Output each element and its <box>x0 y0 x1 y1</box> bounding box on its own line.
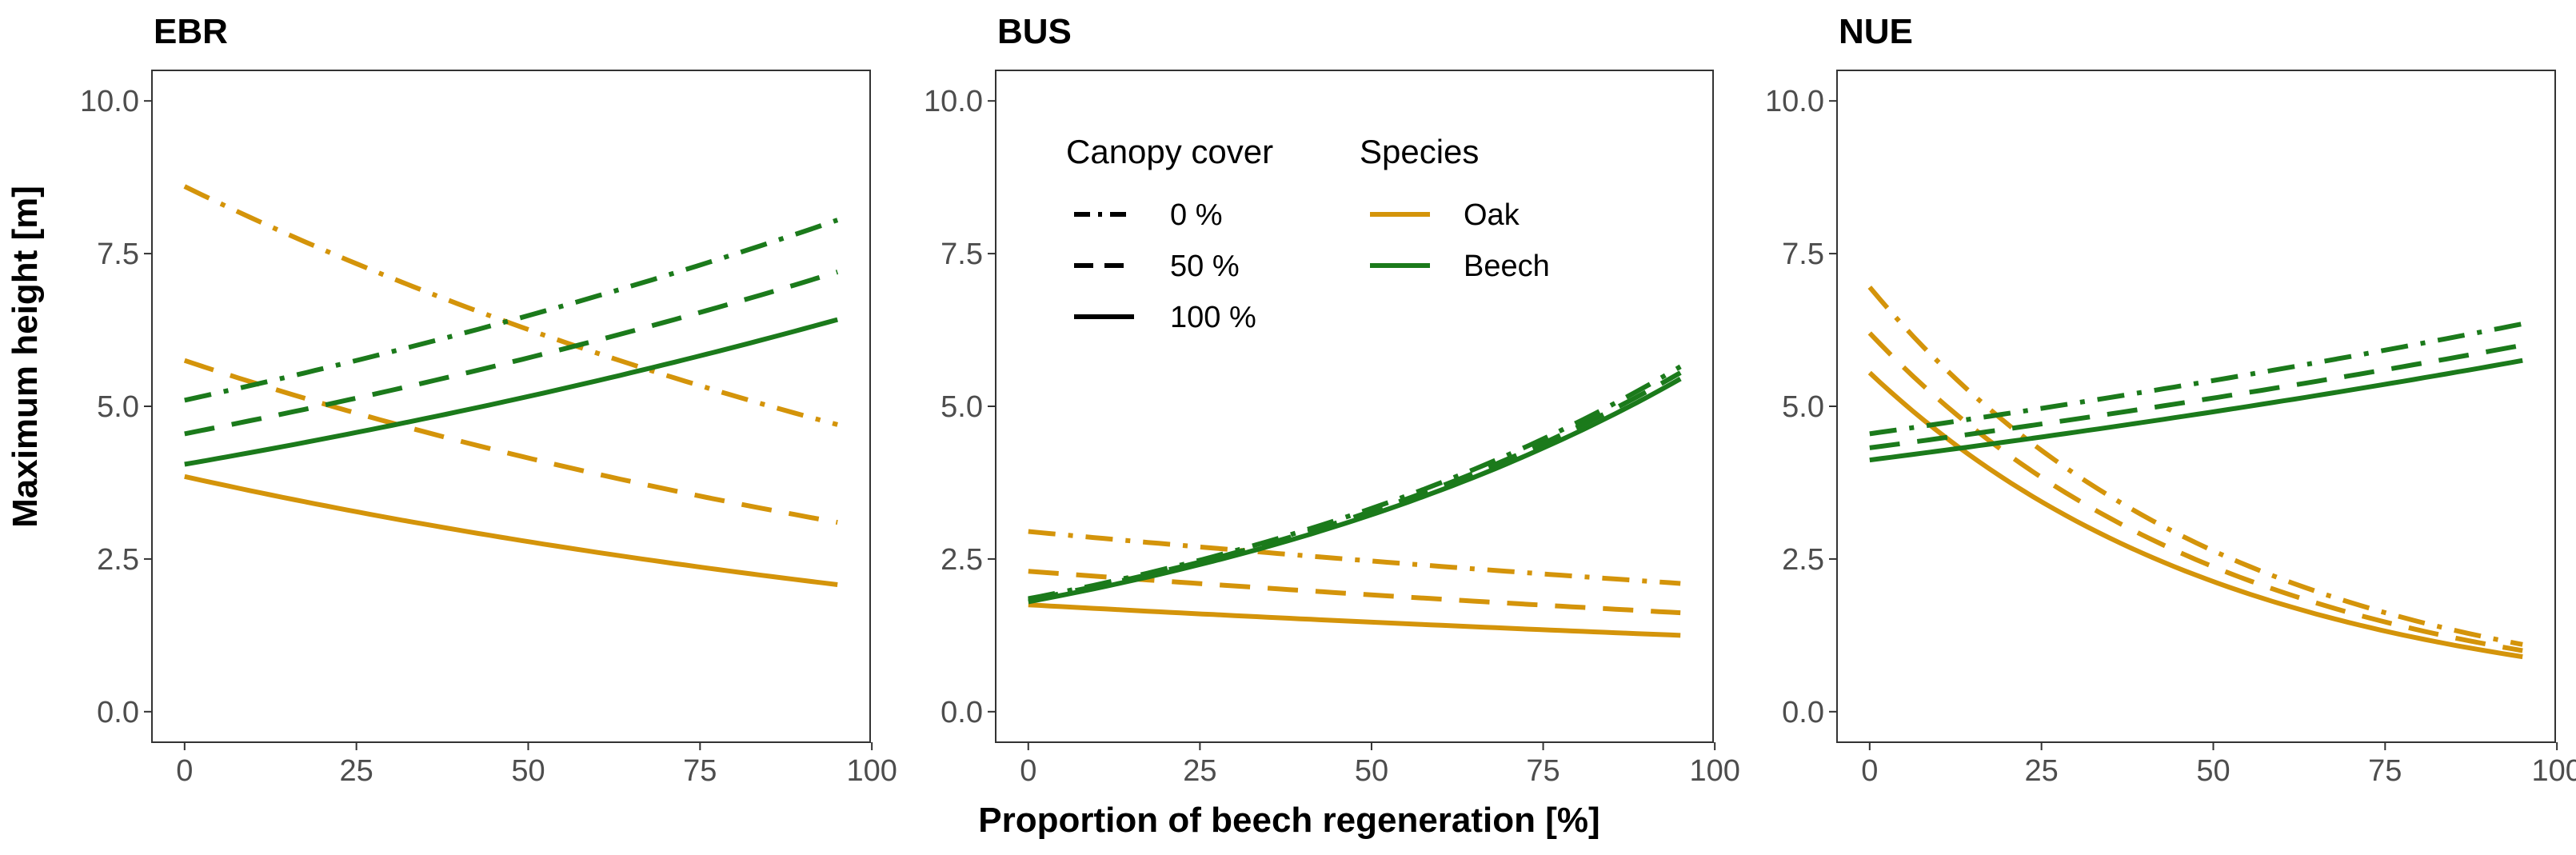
x-tick-label: 50 <box>511 754 545 788</box>
series-line-beech-0pct <box>184 218 839 403</box>
x-axis-title: Proportion of beech regeneration [%] <box>978 801 1600 840</box>
y-tick-label: 2.5 <box>941 543 983 577</box>
y-tick-label: 10.0 <box>80 85 139 118</box>
y-tick-label: 2.5 <box>1782 543 1824 577</box>
x-tick-label: 75 <box>683 754 717 788</box>
x-tick-label: 75 <box>2368 754 2402 788</box>
x-tick-label: 25 <box>1183 754 1216 788</box>
y-tick-label: 0.0 <box>97 696 139 729</box>
panel-nue: NUE 0.0 2.5 5.0 7.5 10.0 0 25 50 75 100 <box>1765 12 2576 788</box>
legend-label-species: Beech <box>1464 250 1550 283</box>
series-line-beech-100pct <box>1028 376 1682 605</box>
series-line-oak-0pct <box>183 184 838 427</box>
panel-title: BUS <box>997 12 1072 51</box>
series-line-oak-100pct <box>184 473 838 587</box>
series-line-beech-0pct <box>1869 321 2523 437</box>
series-line-beech-50pct <box>184 270 839 437</box>
panel-bus: BUS 0.0 2.5 5.0 7.5 10.0 0 25 50 75 100 <box>924 12 1740 788</box>
x-tick-label: 50 <box>1355 754 1388 788</box>
x-tick-label: 50 <box>2196 754 2230 788</box>
panels-group: EBR 0.0 2.5 5.0 7.5 10.0 0 25 50 75 100 BUS 0.0 2.5 5.… <box>80 12 2576 788</box>
y-tick-label: 10.0 <box>924 85 983 118</box>
x-tick-label: 100 <box>1689 754 1739 788</box>
panel-title: EBR <box>154 12 228 51</box>
legend-label-canopy: 100 % <box>1170 301 1256 334</box>
series-line-beech-0pct <box>1028 364 1682 601</box>
x-tick-label: 25 <box>2025 754 2059 788</box>
x-tick-label: 0 <box>1861 754 1878 788</box>
legend-label-canopy: 0 % <box>1170 198 1222 232</box>
legend-title-canopy: Canopy cover <box>1066 133 1273 170</box>
x-tick-label: 75 <box>1526 754 1560 788</box>
series-line-oak-50pct <box>1867 331 2523 653</box>
series-line-oak-0pct <box>1867 286 2523 647</box>
y-tick-label: 0.0 <box>941 696 983 729</box>
x-tick-label: 100 <box>2531 754 2576 788</box>
series-line-beech-100pct <box>184 317 838 467</box>
x-tick-label: 0 <box>1020 754 1036 788</box>
legend-label-canopy: 50 % <box>1170 250 1240 283</box>
x-tick-label: 0 <box>176 754 193 788</box>
y-axis-title: Maximum height [m] <box>6 186 45 528</box>
series-line-oak-0pct <box>1028 529 1681 586</box>
y-tick-label: 5.0 <box>1782 390 1824 424</box>
y-tick-label: 2.5 <box>97 543 139 577</box>
y-tick-label: 7.5 <box>941 238 983 271</box>
panel-border <box>995 70 1714 743</box>
y-tick-label: 10.0 <box>1765 85 1824 118</box>
series-line-beech-50pct <box>1028 370 1682 603</box>
y-tick-label: 7.5 <box>97 238 139 271</box>
series-line-beech-100pct <box>1869 358 2523 463</box>
y-tick-label: 7.5 <box>1782 238 1824 271</box>
series-line-oak-50pct <box>183 358 838 525</box>
panel-title: NUE <box>1839 12 1913 51</box>
panel-ebr: EBR 0.0 2.5 5.0 7.5 10.0 0 25 50 75 100 <box>80 12 897 788</box>
series-line-oak-100pct <box>1867 370 2523 660</box>
x-tick-label: 25 <box>340 754 373 788</box>
legend-label-species: Oak <box>1464 198 1520 232</box>
series-line-oak-100pct <box>1028 602 1681 638</box>
legend-title-species: Species <box>1360 133 1479 170</box>
series-line-beech-50pct <box>1869 342 2523 450</box>
legend: Canopy cover Species 0 % 50 % 100 % Oak Beech <box>1066 133 1550 334</box>
y-tick-label: 0.0 <box>1782 696 1824 729</box>
x-tick-label: 100 <box>846 754 897 788</box>
y-tick-label: 5.0 <box>97 390 139 424</box>
y-tick-label: 5.0 <box>941 390 983 424</box>
